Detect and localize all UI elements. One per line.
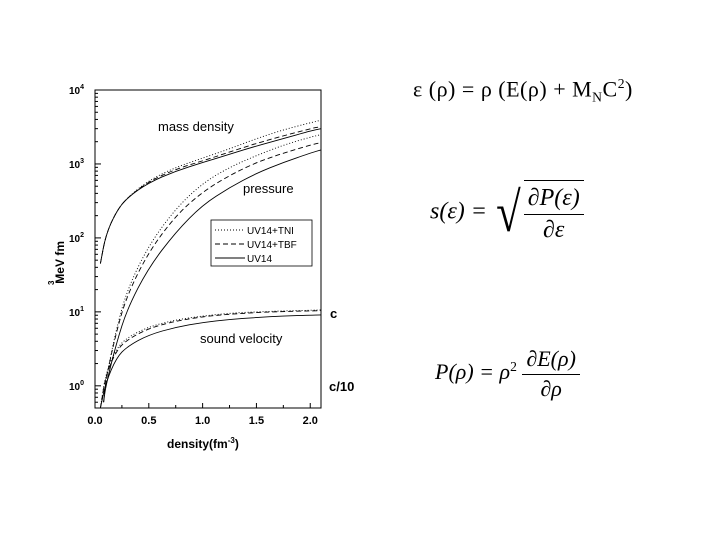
y-axis-label: MeV fm3 <box>47 241 67 285</box>
x-tick-label: 1.0 <box>195 415 210 427</box>
eq-s-num: ∂P(ε) <box>527 185 580 211</box>
series-pressure-solid <box>103 149 322 403</box>
eq-equals: = <box>461 76 475 102</box>
series-mass-density-dotted <box>99 119 322 264</box>
x-axis-label: density(fm-3) <box>167 436 239 451</box>
eq-p-num: ∂E(ρ) <box>526 346 576 371</box>
y-tick-label: 103 <box>69 158 84 171</box>
legend-label-tni: UV14+TNI <box>247 226 294 237</box>
series-lines <box>99 119 322 409</box>
x-tick-label: 0.5 <box>141 415 156 427</box>
eq-rho-arg: (ρ) <box>428 76 456 102</box>
sqrt-symbol: √ ∂P(ε) ∂ε <box>493 180 584 246</box>
series-pressure-dotted <box>103 134 322 403</box>
x-tick-label: 1.5 <box>249 415 264 427</box>
annotation-mass-density: mass density <box>158 119 234 134</box>
annotation-sound-velocity: sound velocity <box>200 331 283 346</box>
x-tick-label: 2.0 <box>303 415 318 427</box>
y-tick-label: 102 <box>69 232 84 245</box>
eq-s-fraction: ∂P(ε) ∂ε <box>523 183 584 246</box>
eq-s-den: ∂ε <box>543 217 565 244</box>
eq-p-lhs: P(ρ) = ρ <box>435 359 511 385</box>
series-sound-velocity-solid <box>99 314 322 409</box>
eq-p-den: ∂ρ <box>540 375 562 401</box>
y-tick-label: 104 <box>69 84 84 97</box>
annotation-c: c <box>330 306 337 321</box>
eq-sup-2: 2 <box>617 76 626 91</box>
equation-sound-speed: s(ε) = √ ∂P(ε) ∂ε <box>430 180 584 246</box>
eq-rho: ρ <box>480 76 493 102</box>
equation-pressure: P(ρ) = ρ2 ∂E(ρ) ∂ρ <box>435 345 580 403</box>
x-tick-label: 0.0 <box>87 415 102 427</box>
eq-sub-n: N <box>592 89 603 105</box>
equation-energy-density: ε (ρ) = ρ (E(ρ) + MNC2) <box>413 76 633 106</box>
eq-E-term: (E(ρ) + M <box>498 76 593 102</box>
series-pressure-dashed <box>103 142 322 403</box>
series-sound-velocity-dashed <box>99 310 322 409</box>
series-mass-density-solid <box>99 128 322 264</box>
y-tick-label: 101 <box>69 306 84 319</box>
axis-ticks <box>94 89 311 408</box>
legend-label-tbf: UV14+TBF <box>247 240 297 251</box>
eq-epsilon: ε <box>413 76 423 102</box>
series-sound-velocity-dotted <box>99 309 322 409</box>
eq-close: ) <box>625 76 633 102</box>
annotation-c10: c/10 <box>329 379 354 394</box>
legend-label-uv14: UV14 <box>247 254 272 265</box>
annotation-pressure: pressure <box>243 181 294 196</box>
eq-s-lhs: s(ε) = <box>430 198 487 225</box>
eq-c: C <box>602 76 618 102</box>
x-tick-labels: 0.0 0.5 1.0 1.5 2.0 <box>87 415 318 427</box>
y-tick-label: 100 <box>69 380 84 393</box>
radical-icon: √ <box>496 182 521 245</box>
y-tick-labels: 100 101 102 103 104 <box>69 84 84 393</box>
legend: UV14+TNI UV14+TBF UV14 <box>210 219 313 267</box>
eos-chart: 0.0 0.5 1.0 1.5 2.0 100 101 102 103 104 UV14+TNI… <box>47 84 354 451</box>
eq-p-fraction: ∂E(ρ) ∂ρ <box>522 345 580 403</box>
eq-p-sup-2: 2 <box>510 358 517 374</box>
